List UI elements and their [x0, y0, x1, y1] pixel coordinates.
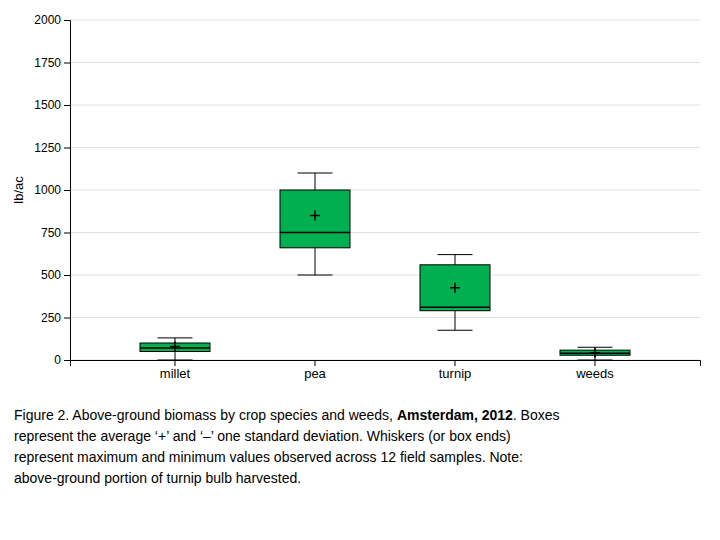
- upper-whisker: [315, 173, 316, 190]
- y-tick-label: 250: [41, 311, 61, 325]
- grid-line: [70, 232, 700, 233]
- y-tick: 1750: [34, 56, 70, 70]
- y-tick: 750: [41, 226, 70, 240]
- caption-line: Figure 2. Above-ground biomass by crop s…: [14, 407, 560, 423]
- lower-whisker: [175, 352, 176, 361]
- lower-whisker: [455, 311, 456, 331]
- x-tick-mark: [595, 360, 596, 366]
- lower-cap: [438, 330, 473, 331]
- box-group: [420, 255, 490, 331]
- y-tick-mark: [64, 148, 70, 149]
- y-tick-mark: [64, 190, 70, 191]
- grid-line: [70, 147, 700, 148]
- y-tick-label: 1000: [34, 183, 61, 197]
- mean-marker: [590, 348, 600, 358]
- grid-line: [70, 105, 700, 106]
- mean-marker: [310, 211, 320, 221]
- box-group: [560, 347, 630, 360]
- x-tick-label: pea: [304, 366, 326, 381]
- x-tick: pea: [304, 360, 326, 381]
- y-tick-mark: [64, 20, 70, 21]
- boxes: [140, 173, 630, 360]
- lower-whisker: [315, 248, 316, 275]
- caption-piece: . Boxes: [513, 407, 560, 423]
- median: [420, 307, 490, 309]
- y-tick-label: 2000: [34, 13, 61, 27]
- caption-piece: Amsterdam, 2012: [397, 407, 513, 423]
- chart: 0 250 500 750 1000 1250 1500 1750 2000 millet pea t…: [0, 0, 720, 540]
- y-tick-mark: [64, 318, 70, 319]
- y-tick-mark: [64, 63, 70, 64]
- x-tick: turnip: [439, 360, 472, 381]
- y-tick: 0: [54, 353, 70, 367]
- y-tick: 500: [41, 268, 70, 282]
- x-tick-mark: [315, 360, 316, 366]
- upper-cap: [438, 254, 473, 255]
- x-axis: millet pea turnip weeds: [71, 360, 701, 381]
- median: [280, 232, 350, 234]
- plot: 0 250 500 750 1000 1250 1500 1750 2000 millet pea t…: [34, 13, 700, 381]
- caption-piece: Figure 2. Above-ground biomass by crop s…: [14, 407, 397, 423]
- x-tick-label: millet: [160, 366, 191, 381]
- x-tick-mark: [455, 360, 456, 366]
- y-tick: 2000: [34, 13, 70, 27]
- grid-line: [70, 275, 700, 276]
- y-tick-mark: [64, 105, 70, 106]
- caption-line: represent maximum and minimum values obs…: [14, 449, 523, 465]
- grid-line: [70, 190, 700, 191]
- upper-cap: [578, 347, 613, 348]
- grid-line: [70, 20, 700, 21]
- upper-whisker: [455, 255, 456, 265]
- grid: [70, 20, 700, 360]
- lower-cap: [298, 275, 333, 276]
- grid-line: [70, 62, 700, 63]
- x-tick-label: weeds: [575, 366, 614, 381]
- y-tick-label: 500: [41, 268, 61, 282]
- upper-cap: [298, 173, 333, 174]
- x-tick-mark: [175, 360, 176, 366]
- box: [420, 265, 490, 311]
- y-tick-label: 1500: [34, 98, 61, 112]
- box: [280, 190, 350, 248]
- y-tick: 1500: [34, 98, 70, 112]
- caption-line: represent the average ‘+’ and ‘–’ one st…: [14, 428, 511, 444]
- mean-marker: [170, 341, 180, 351]
- x-axis-line: [71, 361, 701, 367]
- y-tick-mark: [64, 233, 70, 234]
- lower-cap: [158, 360, 193, 361]
- y-tick: 1250: [34, 141, 70, 155]
- box-group: [280, 173, 350, 275]
- y-axis-line: [64, 21, 71, 361]
- caption-line: above-ground portion of turnip bulb harv…: [14, 470, 301, 486]
- x-tick-label: turnip: [439, 366, 472, 381]
- y-axis-title: lb/ac: [11, 176, 26, 204]
- caption: Figure 2. Above-ground biomass by crop s…: [14, 407, 560, 486]
- mean-marker: [450, 283, 460, 293]
- lower-cap: [578, 360, 613, 361]
- y-tick-label: 750: [41, 226, 61, 240]
- y-tick: 1000: [34, 183, 70, 197]
- y-axis: 0 250 500 750 1000 1250 1500 1750 2000: [34, 13, 70, 367]
- x-tick: millet: [160, 360, 191, 381]
- y-tick: 250: [41, 311, 70, 325]
- y-tick-mark: [64, 275, 70, 276]
- y-tick-label: 1250: [34, 141, 61, 155]
- y-tick-mark: [64, 360, 70, 361]
- y-tick-label: 1750: [34, 56, 61, 70]
- upper-cap: [158, 337, 193, 338]
- x-tick: weeds: [575, 360, 614, 381]
- grid-line: [70, 317, 700, 318]
- box-group: [140, 338, 210, 360]
- y-tick-label: 0: [54, 353, 61, 367]
